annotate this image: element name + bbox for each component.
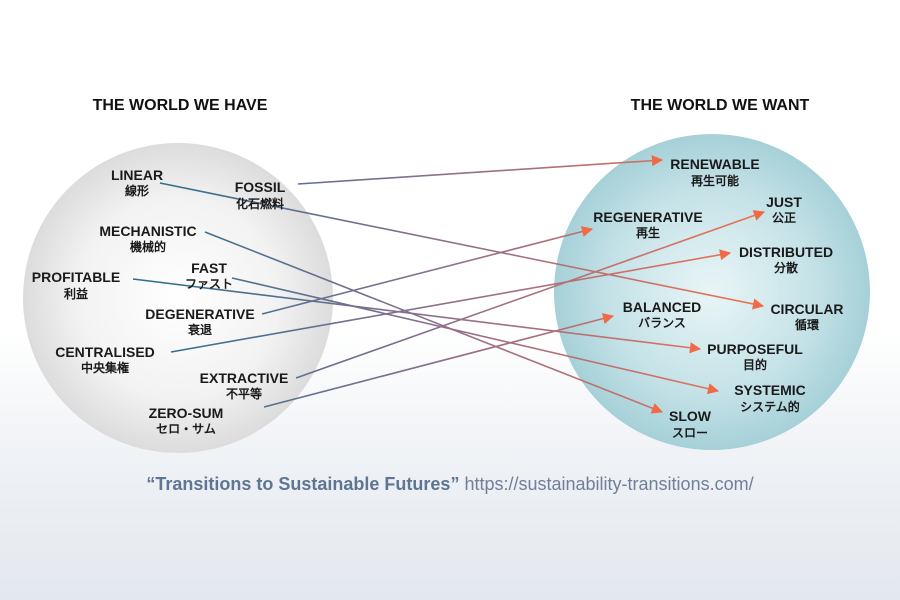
heading-world-we-want: THE WORLD WE WANT [631, 97, 810, 114]
label-centralised-en: CENTRALISED [55, 344, 155, 360]
label-circular: CIRCULAR 循環 [770, 301, 843, 332]
label-regenerative: REGENERATIVE 再生 [593, 209, 702, 240]
footer-url[interactable]: https://sustainability-transitions.com/ [464, 474, 754, 494]
footer-title: “Transitions to Sustainable Futures” [146, 474, 460, 494]
arrow-extractive-to-just [295, 210, 766, 379]
label-extractive-en: EXTRACTIVE [200, 370, 289, 386]
label-distributed: DISTRIBUTED 分散 [739, 244, 833, 275]
label-purposeful-en: PURPOSEFUL [707, 341, 803, 357]
label-slow-en: SLOW [669, 408, 712, 424]
label-distributed-jp: 分散 [774, 260, 799, 275]
label-systemic-en: SYSTEMIC [734, 382, 806, 398]
arrow-linear-to-circular [159, 182, 765, 310]
label-extractive-jp: 不平等 [226, 386, 262, 401]
arrow-profitable-to-purposeful [132, 278, 702, 354]
arrow-zerosum-to-balanced [263, 313, 615, 408]
label-slow: SLOW スロー [669, 408, 712, 440]
label-degenerative-en: DEGENERATIVE [145, 306, 254, 322]
label-distributed-en: DISTRIBUTED [739, 244, 833, 260]
footer-citation: “Transitions to Sustainable Futures” htt… [0, 474, 900, 495]
label-mechanistic: MECHANISTIC 機械的 [99, 223, 196, 254]
label-renewable-jp: 再生可能 [691, 173, 739, 188]
label-balanced-en: BALANCED [623, 299, 702, 315]
label-systemic: SYSTEMIC システム的 [734, 382, 806, 414]
label-profitable: PROFITABLE 利益 [32, 269, 120, 301]
label-balanced: BALANCED バランス [623, 299, 702, 330]
label-linear: LINEAR 線形 [111, 167, 163, 198]
label-mechanistic-jp: 機械的 [130, 239, 166, 254]
label-purposeful-jp: 目的 [743, 357, 767, 372]
label-slow-jp: スロー [672, 426, 708, 440]
label-fossil-jp: 化石燃料 [236, 196, 284, 211]
label-just-jp: 公正 [772, 211, 796, 225]
world-we-have-circle [23, 143, 333, 453]
label-zerosum-en: ZERO-SUM [149, 405, 224, 421]
label-fast-en: FAST [191, 260, 227, 276]
label-profitable-jp: 利益 [64, 286, 88, 301]
label-circular-en: CIRCULAR [770, 301, 843, 317]
arrow-degenerative-to-regenerative [261, 226, 594, 315]
label-systemic-jp: システム的 [740, 399, 800, 414]
label-fast-jp: ファスト [185, 277, 233, 291]
label-regenerative-jp: 再生 [636, 225, 660, 240]
label-balanced-jp: バランス [638, 316, 686, 330]
label-zerosum-jp: セロ・サム [156, 422, 216, 436]
arrow-mechanistic-to-slow [204, 231, 664, 414]
label-linear-jp: 線形 [125, 183, 149, 198]
label-linear-en: LINEAR [111, 167, 163, 183]
label-fast: FAST ファスト [185, 260, 233, 291]
label-mechanistic-en: MECHANISTIC [99, 223, 196, 239]
label-renewable: RENEWABLE 再生可能 [670, 156, 759, 188]
label-centralised: CENTRALISED 中央集権 [55, 344, 155, 375]
heading-world-we-have: THE WORLD WE HAVE [93, 97, 268, 114]
label-renewable-en: RENEWABLE [670, 156, 759, 172]
label-fossil: FOSSIL 化石燃料 [235, 179, 286, 211]
label-circular-jp: 循環 [795, 317, 820, 332]
label-zerosum: ZERO-SUM セロ・サム [149, 405, 224, 436]
label-extractive: EXTRACTIVE 不平等 [200, 370, 289, 401]
label-just-en: JUST [766, 194, 802, 210]
label-just: JUST 公正 [766, 194, 802, 225]
label-purposeful: PURPOSEFUL 目的 [707, 341, 803, 372]
arrow-centralised-to-distributed [170, 249, 732, 353]
arrow-fast-to-systemic [231, 277, 720, 395]
label-degenerative-jp: 衰退 [187, 322, 212, 337]
label-fossil-en: FOSSIL [235, 179, 286, 195]
label-centralised-jp: 中央集権 [81, 360, 129, 375]
label-regenerative-en: REGENERATIVE [593, 209, 702, 225]
label-profitable-en: PROFITABLE [32, 269, 120, 285]
arrow-fossil-to-renewable [297, 155, 664, 185]
transition-arrows [132, 155, 766, 414]
label-degenerative: DEGENERATIVE 衰退 [145, 306, 254, 337]
